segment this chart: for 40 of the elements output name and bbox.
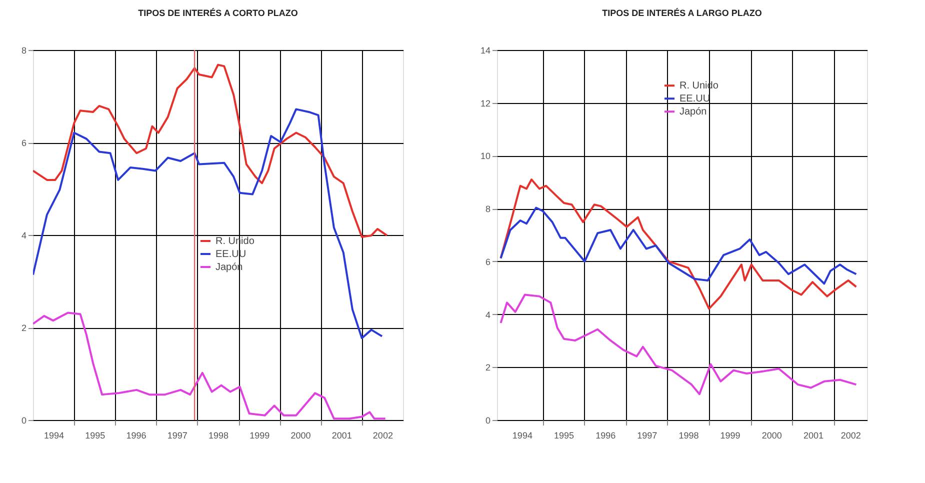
x-tick-label: 2000 (290, 430, 311, 440)
line-series (33, 64, 388, 238)
y-tick-label: 6 (21, 138, 26, 148)
x-tick-label: 1996 (596, 430, 616, 440)
y-tick-label: 4 (21, 230, 26, 240)
x-tick-label: 1997 (637, 430, 658, 440)
line-series (33, 312, 386, 420)
y-tick-label: 2 (21, 323, 26, 333)
line-series (500, 294, 858, 396)
y-tick-label: 6 (485, 256, 490, 267)
x-tick-label: 1999 (250, 430, 270, 440)
x-tick-label: 1998 (678, 430, 699, 440)
x-tick-label: 2001 (803, 430, 824, 440)
x-tick-label: 1994 (44, 430, 64, 440)
x-tick-label: 2000 (762, 430, 782, 440)
x-tick-label: 1997 (167, 430, 188, 440)
y-tick-label: 8 (485, 204, 490, 214)
y-tick-label: 12 (480, 98, 490, 108)
line-series (500, 178, 858, 310)
line-series (500, 206, 858, 285)
line-series (33, 108, 384, 340)
y-tick-label: 14 (480, 46, 490, 56)
x-tick-label: 1995 (554, 430, 574, 440)
y-tick-label: 8 (21, 46, 26, 56)
y-tick-label: 0 (485, 416, 490, 426)
x-tick-label: 1996 (126, 430, 146, 440)
x-tick-label: 1998 (208, 430, 229, 440)
chart-title: TIPOS DE INTERÉS A LARGO PLAZO (602, 8, 762, 18)
y-tick-label: 0 (21, 416, 26, 426)
x-tick-label: 1994 (512, 430, 532, 440)
x-tick-label: 2002 (372, 430, 393, 440)
x-tick-label: 1999 (720, 430, 740, 440)
legend-label: Japón (680, 106, 707, 118)
y-tick-label: 2 (485, 362, 490, 373)
x-tick-label: 1995 (85, 430, 106, 440)
x-tick-label: 2001 (332, 430, 352, 440)
y-tick-label: 10 (480, 151, 490, 162)
x-tick-label: 2002 (840, 430, 861, 440)
y-tick-label: 4 (485, 310, 490, 320)
chart-title: TIPOS DE INTERÉS A CORTO PLAZO (138, 8, 298, 18)
